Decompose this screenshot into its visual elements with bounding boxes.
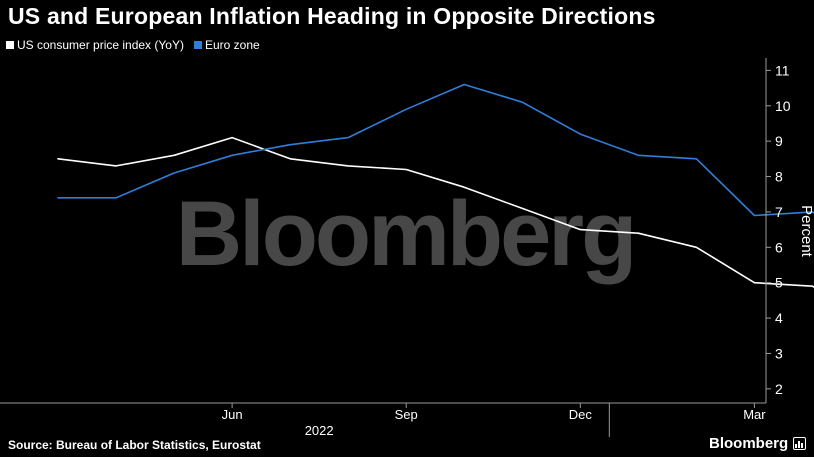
x-tick-label-dec-12: Dec xyxy=(569,407,593,422)
legend-item-euro-zone: Euro zone xyxy=(194,38,260,52)
y-tick-label-2: 2 xyxy=(775,381,783,397)
brand-name: Bloomberg xyxy=(709,435,788,452)
legend-swatch-us-cpi xyxy=(6,41,14,49)
watermark-text: Bloomberg xyxy=(176,183,635,285)
y-tick-label-11: 11 xyxy=(775,62,790,78)
brand-logo: Bloomberg xyxy=(709,435,806,452)
y-tick-label-6: 6 xyxy=(775,239,783,255)
bar-chart-icon xyxy=(793,437,806,450)
legend-item-us-cpi: US consumer price index (YoY) xyxy=(6,38,184,52)
chart-title: US and European Inflation Heading in Opp… xyxy=(8,3,656,30)
y-axis-label: Percent xyxy=(798,205,814,258)
legend-label-us-cpi: US consumer price index (YoY) xyxy=(17,38,184,52)
legend: US consumer price index (YoY) Euro zone xyxy=(6,38,270,52)
y-tick-label-3: 3 xyxy=(775,345,783,361)
x-tick-label-sep-9: Sep xyxy=(395,407,418,422)
year-label-2022: 2022 xyxy=(305,423,334,438)
y-tick-label-5: 5 xyxy=(775,275,783,291)
legend-label-euro-zone: Euro zone xyxy=(205,38,260,52)
legend-swatch-euro-zone xyxy=(194,41,202,49)
line-chart: Bloomberg 234567891011JunSepDecMarJunSep… xyxy=(0,0,814,457)
x-tick-label-jun-6: Jun xyxy=(222,407,243,422)
y-tick-label-9: 9 xyxy=(775,133,783,149)
y-tick-label-8: 8 xyxy=(775,169,783,185)
y-tick-label-10: 10 xyxy=(775,98,791,114)
source-note: Source: Bureau of Labor Statistics, Euro… xyxy=(8,438,261,452)
y-tick-label-4: 4 xyxy=(775,310,783,326)
chart-root: Bloomberg 234567891011JunSepDecMarJunSep… xyxy=(0,0,814,457)
x-tick-label-mar-15: Mar xyxy=(743,407,766,422)
y-tick-label-7: 7 xyxy=(775,204,783,220)
